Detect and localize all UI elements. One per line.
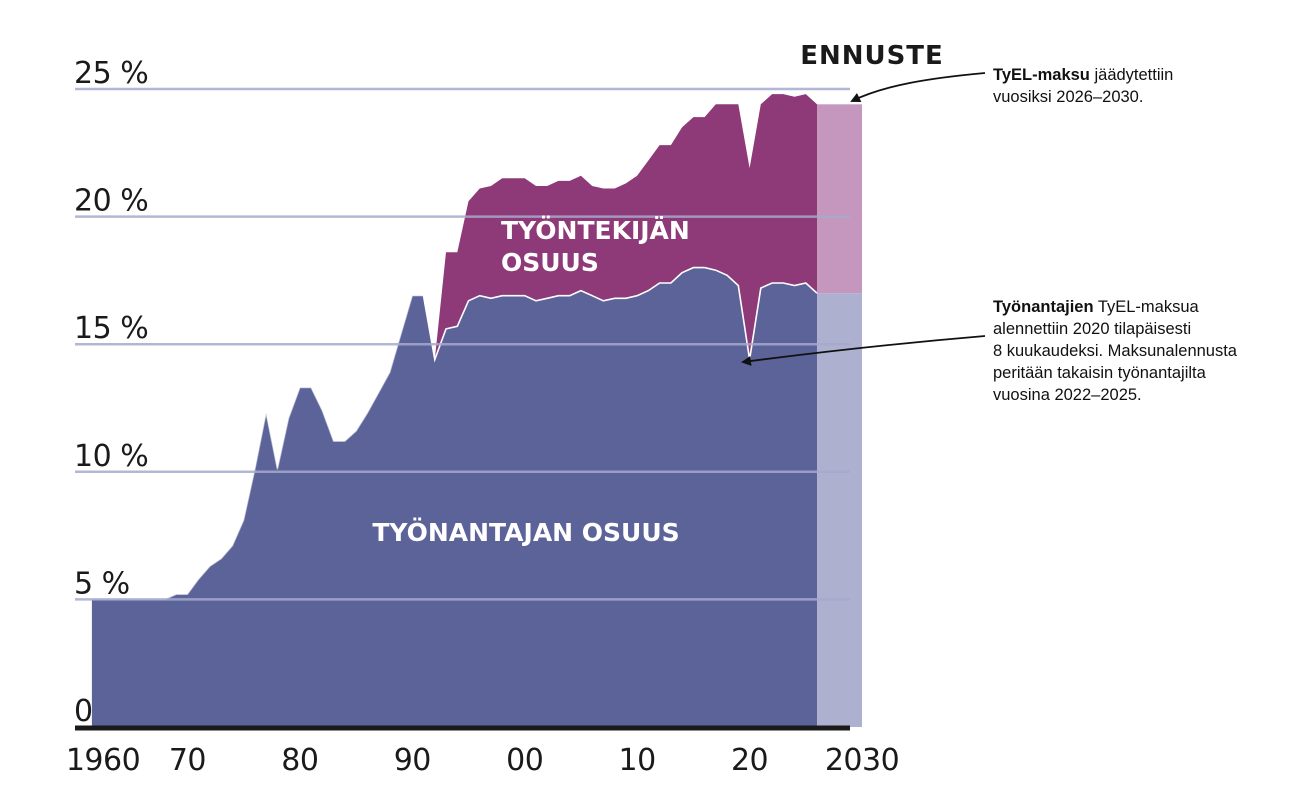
x-tick-label: 10 xyxy=(619,743,656,778)
freeze-annotation-arrow xyxy=(850,72,986,103)
reduction-annotation-text1: TyEL-maksua xyxy=(1093,298,1199,316)
reduction-annotation: Työnantajien TyEL-maksua alennettiin 202… xyxy=(993,296,1293,406)
reduction-annotation-bold: Työnantajien xyxy=(993,298,1094,316)
employer-top-line xyxy=(91,295,424,601)
employer-share-label: TYÖNANTAJAN OSUUS xyxy=(372,517,679,547)
freeze-annotation-bold: TyEL-maksu xyxy=(993,66,1090,84)
reduction-annotation-text2: alennettiin 2020 tilapäisesti xyxy=(993,320,1192,338)
employer-share-area xyxy=(91,267,817,727)
x-tick-label: 90 xyxy=(394,743,431,778)
reduction-annotation-arrow xyxy=(741,335,986,366)
y-tick-label: 10 % xyxy=(74,439,148,474)
freeze-annotation-text1: jäädytettiin xyxy=(1089,66,1174,84)
y-tick-label: 0 xyxy=(74,694,93,729)
employee-share-label-line2: OSUUS xyxy=(501,248,599,277)
reduction-annotation-text4: peritään takaisin työnantajilta xyxy=(993,364,1206,382)
reduction-annotation-text3: 8 kuukaudeksi. Maksunalennusta xyxy=(993,342,1237,360)
x-tick-label: 20 xyxy=(731,743,768,778)
share-boundary-line xyxy=(422,266,818,363)
forecast-employer-area xyxy=(817,293,862,727)
y-tick-label: 5 % xyxy=(74,566,130,601)
employee-share-area xyxy=(423,94,817,360)
x-tick-label: 2030 xyxy=(825,743,899,778)
forecast-label: ENNUSTE xyxy=(800,41,944,71)
x-tick-label: 00 xyxy=(506,743,543,778)
x-tick-label: 80 xyxy=(281,743,318,778)
freeze-annotation: TyEL-maksu jäädytettiin vuosiksi 2026–20… xyxy=(993,64,1293,108)
y-tick-label: 20 % xyxy=(74,184,148,219)
forecast-employee-area xyxy=(817,104,862,294)
freeze-annotation-text2: vuosiksi 2026–2030. xyxy=(993,88,1144,106)
x-tick-label: 70 xyxy=(169,743,206,778)
employee-share-label: TYÖNTEKIJÄN xyxy=(501,215,690,245)
y-tick-label: 25 % xyxy=(74,56,148,91)
reduction-annotation-text5: vuosina 2022–2025. xyxy=(993,386,1142,404)
x-tick-label: 1960 xyxy=(66,743,140,778)
y-tick-label: 15 % xyxy=(74,311,148,346)
